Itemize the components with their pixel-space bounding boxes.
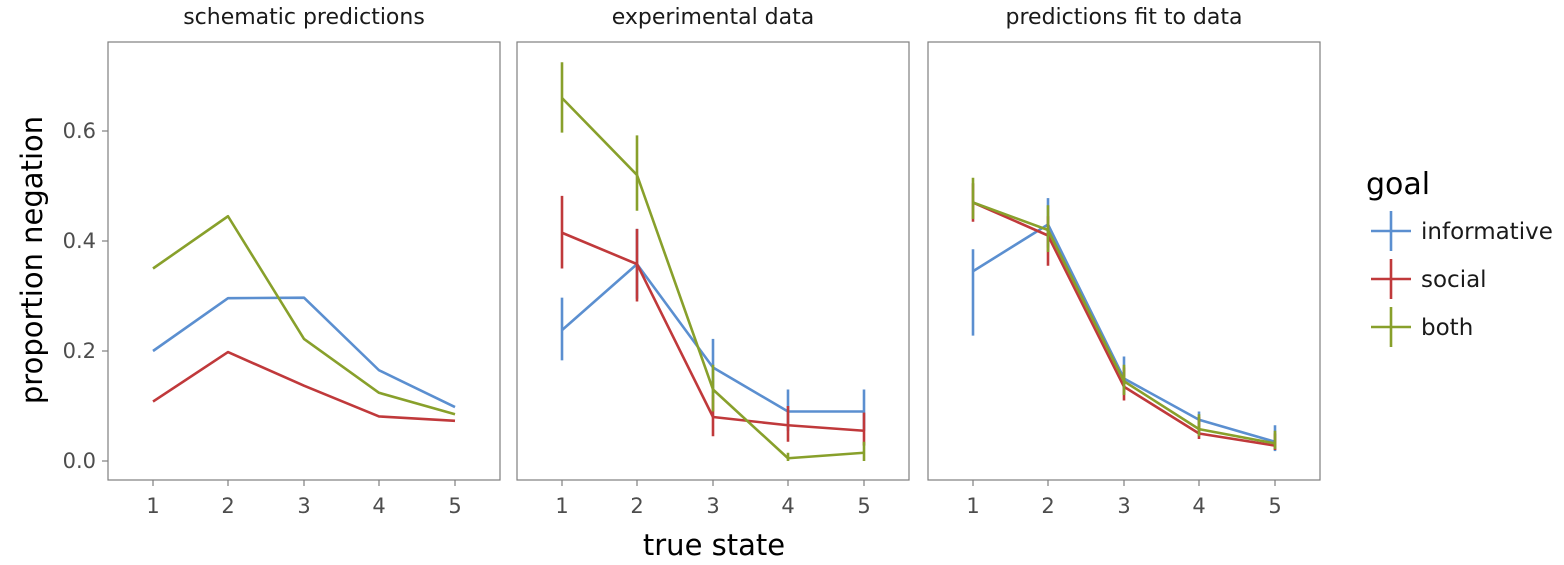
x-tick-label-3-3: 3: [1117, 494, 1130, 518]
panel-title-1: schematic predictions: [183, 5, 425, 30]
x-tick-label-3-1: 1: [966, 494, 979, 518]
legend-title: goal: [1366, 167, 1430, 202]
x-tick-label-1-5: 5: [448, 494, 461, 518]
x-tick-label-2-5: 5: [857, 494, 870, 518]
legend-label-informative: informative: [1421, 219, 1553, 245]
x-tick-label-3-2: 2: [1041, 494, 1054, 518]
series-line-3-social: [972, 201, 1276, 447]
panel-frame-3: [927, 41, 1321, 481]
x-tick-label-2-4: 4: [781, 494, 794, 518]
series-line-3-informative: [972, 223, 1276, 443]
x-tick-label-2-2: 2: [630, 494, 643, 518]
series-line-1-informative: [152, 296, 456, 409]
y-tick-label-2: 0.4: [63, 229, 96, 253]
panel-frame-1: [107, 41, 501, 481]
panel-title-3: predictions fit to data: [1006, 5, 1243, 30]
x-tick-label-3-5: 5: [1268, 494, 1281, 518]
x-tick-label-2-1: 1: [555, 494, 568, 518]
x-tick-label-1-3: 3: [297, 494, 310, 518]
x-tick-label-2-3: 3: [706, 494, 719, 518]
x-tick-label-1-4: 4: [372, 494, 385, 518]
x-tick-label-1-2: 2: [221, 494, 234, 518]
y-axis-title: proportion negation: [15, 116, 49, 404]
x-axis-title: true state: [643, 528, 785, 561]
x-tick-label-1-1: 1: [146, 494, 159, 518]
panel-title-2: experimental data: [612, 5, 815, 30]
x-tick-label-3-4: 4: [1192, 494, 1205, 518]
y-tick-label-0: 0.0: [63, 449, 96, 473]
legend-label-social: social: [1421, 267, 1487, 293]
series-line-1-both: [152, 214, 456, 416]
series-line-1-social: [152, 350, 456, 423]
y-tick-label-3: 0.6: [63, 119, 96, 143]
y-tick-label-1: 0.2: [63, 339, 96, 363]
legend-label-both: both: [1421, 315, 1473, 341]
series-line-3-both: [972, 201, 1276, 445]
